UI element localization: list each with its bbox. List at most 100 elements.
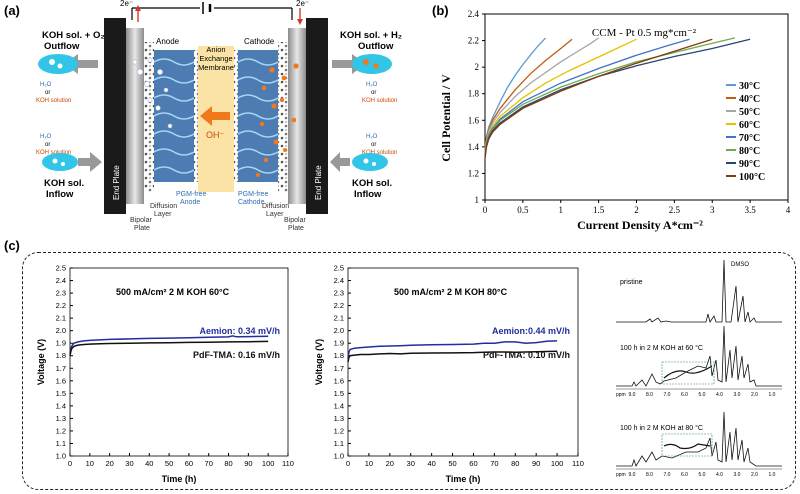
chart-c1-series-label-0: Aemion:0.44 mV/h xyxy=(492,326,570,336)
chart-c0-xtick-label: 90 xyxy=(244,459,252,468)
left-outflow-title: KOH sol. + O₂ xyxy=(42,30,105,41)
cathode-interface xyxy=(234,50,238,182)
left-inflow: H₂O or KOH solution KOH sol. Inflow xyxy=(36,134,102,200)
chart-b-series-5 xyxy=(484,37,736,157)
panel-c-chart-80c: 0 10 20 30 40 50 60 70 80 90 100 110 1.0 1.1 1.2 1.3 1.4… xyxy=(306,256,586,488)
chart-c0-xtick-label: 60 xyxy=(185,459,193,468)
chart-b-xtick-label: 3.5 xyxy=(745,205,757,215)
chart-c0-ytick-label: 1.9 xyxy=(56,339,66,348)
chart-b-legend-label: 50°C xyxy=(739,107,760,118)
chart-c0-ytick-label: 2.2 xyxy=(56,301,66,310)
nmr-ppm-tick-label: 4.0 xyxy=(716,472,723,478)
chart-b-legend-label: 70°C xyxy=(739,133,760,144)
chart-b-legend-label: 60°C xyxy=(739,120,760,131)
end-plate-left-label: End Plate xyxy=(112,165,121,200)
chart-b-series-1 xyxy=(484,38,573,151)
nmr-ppm-tick-label: 6.0 xyxy=(681,472,688,478)
chart-c1-ytick-label: 2.2 xyxy=(334,301,344,310)
bipolar-plate-right-1: Bipolar xyxy=(284,217,306,224)
nmr-ppm-tick-label: 7.0 xyxy=(664,392,671,398)
anode-label: Anode xyxy=(156,37,180,46)
hydrogen-bubbles xyxy=(256,63,299,177)
chart-c1-xtick-label: 60 xyxy=(469,459,477,468)
chart-b-xlabel: Current Density A*cm⁻² xyxy=(577,218,703,232)
chart-b-ytick-label: 1.8 xyxy=(468,89,480,99)
nmr-ppm-tick-label: 3.0 xyxy=(734,392,741,398)
chart-c0-xtick-label: 40 xyxy=(145,459,153,468)
nmr-dmso-label: DMSO xyxy=(731,262,749,268)
nmr-ppm-label-80c: ppm xyxy=(616,472,626,478)
nmr-spectrum-80c xyxy=(616,411,782,467)
chart-b-ytick-label: 2.2 xyxy=(468,36,479,46)
nmr-inset-60c xyxy=(661,361,715,385)
panel-c-label-wrap: (c) xyxy=(4,236,34,254)
pgm-anode-1: PGM-free xyxy=(176,191,206,198)
chart-b-legend-label: 90°C xyxy=(739,159,760,170)
bottom-labels: Bipolar Plate Diffusion Layer PGM-free A… xyxy=(130,191,306,232)
chart-b-legend-label: 40°C xyxy=(739,94,760,105)
chart-c1-xtick-label: 30 xyxy=(407,459,415,468)
panel-a-label: (a) xyxy=(4,3,20,18)
chart-c1-ytick-label: 1.3 xyxy=(334,414,344,423)
chart-c0-xtick-label: 70 xyxy=(205,459,213,468)
chart-b-xtick-label: 2 xyxy=(634,205,639,215)
chart-c1-xtick-label: 0 xyxy=(346,459,350,468)
chart-c1-xtick-label: 110 xyxy=(572,459,584,468)
nmr-ppm-tick-label: 9.0 xyxy=(629,472,636,478)
nmr-ppm-tick-label: 2.0 xyxy=(751,472,758,478)
chart-b-legend-label: 30°C xyxy=(739,81,760,92)
electrode-fibers xyxy=(153,58,279,174)
chart-c0-ylabel: Voltage (V) xyxy=(36,339,46,385)
chart-c1-ytick-label: 1.8 xyxy=(334,351,344,360)
left-or-top: or xyxy=(45,90,50,96)
panel-c-nmr: pristine DMSO 100 h in 2 M KOH at 60 °C … xyxy=(606,256,792,488)
chart-c0-xtick-label: 10 xyxy=(86,459,94,468)
right-koh-bottom: KOH solution xyxy=(362,150,397,156)
chart-c0-ytick-label: 1.4 xyxy=(56,401,66,410)
chart-c1-ytick-label: 2.4 xyxy=(334,276,344,285)
chart-c0-ytick-label: 2.4 xyxy=(56,276,66,285)
right-end-plate xyxy=(306,18,328,214)
nmr-spectrum-pristine xyxy=(616,259,782,323)
chart-c0-ytick-label: 1.5 xyxy=(56,389,66,398)
left-water-top: H₂O xyxy=(40,82,52,88)
chart-c0-series-0 xyxy=(69,335,269,354)
nmr-ppm-tick-label: 8.0 xyxy=(646,392,653,398)
chart-c1-xtick-label: 40 xyxy=(427,459,435,468)
chart-c1-ytick-label: 1.9 xyxy=(334,339,344,348)
panel-b-polarization-chart: (b) CCM - Pt 0.5 mg*cm⁻² Current Density… xyxy=(430,0,800,232)
right-outflow: KOH sol. + H₂ Outflow H₂O or KOH solutio… xyxy=(332,30,402,104)
chart-c0-ytick-label: 2.1 xyxy=(56,314,66,323)
chart-c0-ytick-label: 2.3 xyxy=(56,289,66,298)
membrane-label-2: Exchange xyxy=(199,54,232,63)
chart-c0-ytick-label: 1.7 xyxy=(56,364,66,373)
right-outflow-title: KOH sol. + H₂ xyxy=(340,30,402,41)
chart-c1-xlabel: Time (h) xyxy=(446,474,481,484)
left-water-bottom: H₂O xyxy=(40,134,52,140)
nmr-spectrum-60c xyxy=(616,325,782,387)
nmr-label-60c: 100 h in 2 M KOH at 60 °C xyxy=(620,344,703,352)
chart-c0-series-label-0: Aemion: 0.34 mV/h xyxy=(199,326,280,336)
chart-b-title: CCM - Pt 0.5 mg*cm⁻² xyxy=(592,27,697,39)
chart-b-series-3 xyxy=(484,38,637,154)
chart-b-xtick-label: 3 xyxy=(710,205,715,215)
chart-c1-ytick-label: 1.0 xyxy=(334,452,344,461)
panel-b-label: (b) xyxy=(432,3,449,18)
diffusion-right-1: Diffusion xyxy=(262,203,289,210)
left-inflow-title: KOH sol. xyxy=(44,178,84,189)
chart-b-series-7 xyxy=(484,38,713,159)
nmr-ppm-tick-label: 1.0 xyxy=(769,392,776,398)
chart-c1-xtick-label: 20 xyxy=(386,459,394,468)
nmr-ppm-tick-label: 5.0 xyxy=(699,472,706,478)
chart-c0-ytick-label: 1.3 xyxy=(56,414,66,423)
chart-c1-ytick-label: 1.7 xyxy=(334,364,344,373)
chart-c0-ytick-label: 1.8 xyxy=(56,351,66,360)
end-plate-right-label: End Plate xyxy=(314,165,323,200)
chart-c0-ytick-label: 1.6 xyxy=(56,376,66,385)
chart-b-ytick-label: 1.4 xyxy=(468,142,480,152)
nmr-ppm-tick-label: 1.0 xyxy=(769,472,776,478)
right-inflow-sub: Inflow xyxy=(354,189,382,200)
chart-c1-xtick-label: 50 xyxy=(448,459,456,468)
left-koh-bottom: KOH solution xyxy=(36,150,71,156)
external-circuit: 2e⁻ 2e⁻ xyxy=(120,0,309,25)
